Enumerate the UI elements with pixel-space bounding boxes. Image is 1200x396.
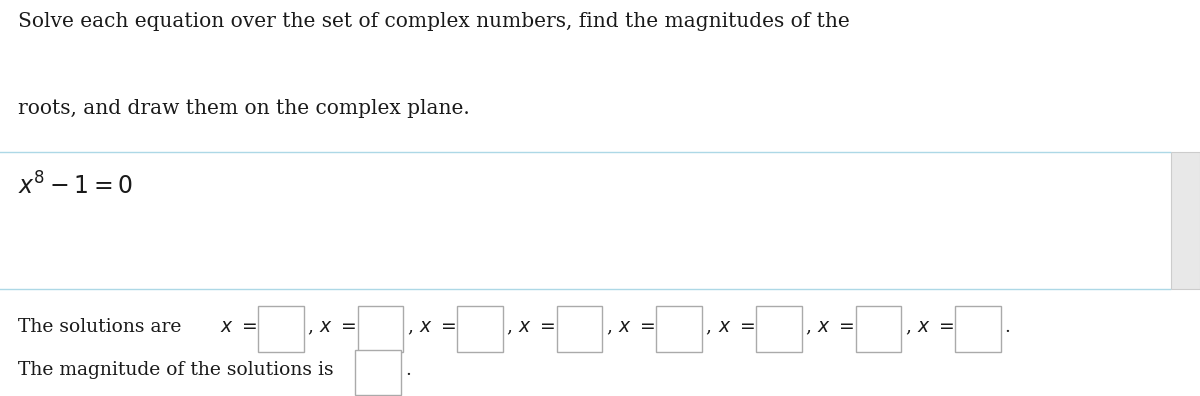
Text: ,: , <box>905 318 911 336</box>
Text: ,: , <box>307 318 313 336</box>
Text: ,: , <box>805 318 811 336</box>
Text: $x\ =$: $x\ =$ <box>817 318 854 336</box>
Text: ,: , <box>407 318 413 336</box>
Bar <box>656 306 702 352</box>
Text: $x\ =$: $x\ =$ <box>917 318 954 336</box>
Bar <box>358 306 403 352</box>
Text: $x\ =$: $x\ =$ <box>518 318 556 336</box>
Text: .: . <box>406 361 412 379</box>
Text: $x\ =$: $x\ =$ <box>718 318 755 336</box>
Text: Solve each equation over the set of complex numbers, find the magnitudes of the: Solve each equation over the set of comp… <box>18 12 850 31</box>
Text: $x\ =$: $x\ =$ <box>618 318 655 336</box>
Bar <box>457 306 503 352</box>
Bar <box>756 306 802 352</box>
Bar <box>955 306 1001 352</box>
Text: $x\ =$: $x\ =$ <box>419 318 456 336</box>
Bar <box>258 306 304 352</box>
Text: .: . <box>1004 318 1010 336</box>
Text: $x^8-1=0$: $x^8-1=0$ <box>18 172 133 200</box>
Bar <box>557 306 602 352</box>
Text: roots, and draw them on the complex plane.: roots, and draw them on the complex plan… <box>18 99 469 118</box>
Text: The magnitude of the solutions is: The magnitude of the solutions is <box>18 361 340 379</box>
Text: ,: , <box>606 318 612 336</box>
Text: The solutions are: The solutions are <box>18 318 187 336</box>
Text: ,: , <box>506 318 512 336</box>
Bar <box>1171 152 1200 289</box>
Text: ,: , <box>706 318 712 336</box>
Text: $x\ =$: $x\ =$ <box>220 318 257 336</box>
Text: $x\ =$: $x\ =$ <box>319 318 356 336</box>
Bar <box>856 306 901 352</box>
Bar <box>355 350 401 395</box>
